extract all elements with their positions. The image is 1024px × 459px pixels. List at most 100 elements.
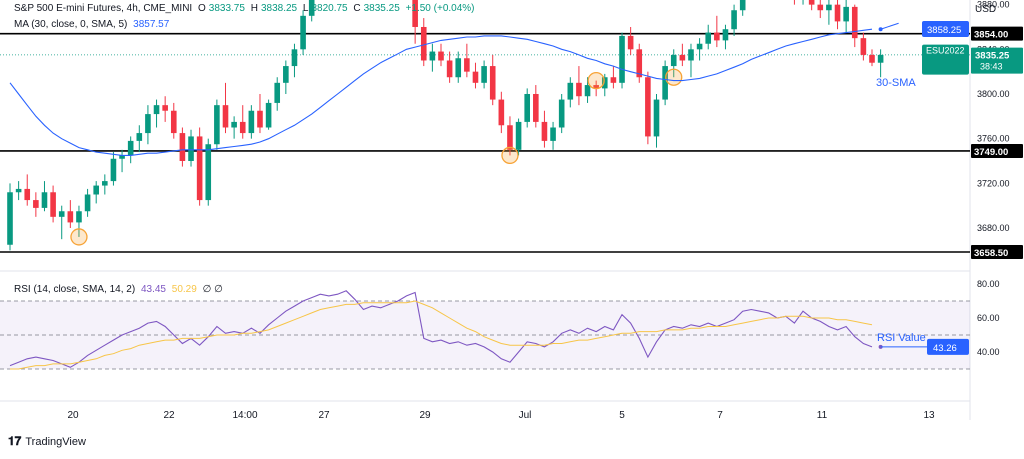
candle-body	[127, 140, 134, 156]
x-tick-label: 7	[717, 410, 723, 421]
rsi-extra: ∅ ∅	[202, 284, 223, 295]
candle-body	[481, 66, 487, 83]
candle-body	[162, 105, 168, 111]
candle-body	[696, 43, 703, 50]
ma-value: 3857.57	[133, 19, 170, 30]
level-badge	[971, 26, 1023, 41]
candle-body	[541, 121, 548, 141]
candle-body	[15, 188, 22, 193]
ma-header: MA (30, close, 0, SMA, 5) 3857.57	[14, 19, 172, 30]
candle-body	[550, 127, 556, 141]
open-value: 3833.75	[208, 3, 245, 14]
candle-body	[869, 54, 875, 63]
candle-body	[308, 0, 315, 16]
candle-body	[455, 58, 462, 78]
y-tick-label: 3680.00	[977, 223, 1010, 233]
candle-body	[283, 66, 289, 83]
candle-body	[110, 158, 117, 182]
level-badge-label: 3749.00	[974, 147, 1008, 158]
candle-body	[567, 82, 574, 100]
candle-body	[688, 49, 694, 61]
candle-body	[653, 99, 660, 137]
candle-body	[627, 35, 634, 50]
candle-body	[84, 194, 91, 212]
x-tick-label: 11	[817, 410, 828, 421]
candle-body	[153, 105, 160, 115]
x-tick-label: 22	[163, 410, 175, 421]
candle-body	[619, 35, 625, 83]
rsi-badge	[927, 338, 969, 355]
candle-body	[860, 38, 867, 55]
candle-body	[877, 54, 884, 63]
candle-body	[670, 54, 677, 67]
rsi-ma-value: 50.29	[171, 284, 197, 295]
candle-body	[558, 99, 565, 128]
candle-body	[170, 110, 177, 134]
level-badge	[971, 143, 1023, 158]
highlight-circle	[587, 71, 605, 90]
highlight-circle	[70, 228, 88, 246]
highlight-circle	[665, 68, 683, 86]
close-value: 3835.25	[363, 3, 400, 14]
candle-body	[645, 77, 651, 137]
ma-badge-label: 3858.25	[927, 25, 961, 36]
rsi-badge-label: 43.26	[933, 343, 957, 354]
candle-body	[274, 82, 281, 103]
change-value: +1.50 (+0.04%)	[405, 3, 475, 14]
ma-tag-label: 30-SMA	[876, 77, 916, 89]
candle-body	[714, 32, 720, 41]
candle-body	[507, 125, 513, 150]
candle-body	[179, 133, 186, 161]
price-badge-value: 3835.25	[975, 51, 1010, 62]
tradingview-logo: 𝟏𝟕 TradingView	[8, 434, 86, 449]
candle-body	[817, 4, 824, 11]
rsi-series-line	[10, 300, 873, 370]
candle-body	[188, 136, 194, 161]
candle-body	[119, 155, 125, 159]
candle-body	[515, 121, 522, 150]
rsi-label: RSI (14, close, SMA, 14, 2)	[14, 284, 136, 295]
ma-line	[9, 28, 873, 156]
candle-body	[291, 49, 298, 67]
candle-body	[429, 51, 436, 61]
level-badge-label: 3658.50	[974, 248, 1008, 259]
candle-body	[257, 110, 263, 128]
candle-body	[662, 66, 668, 100]
close-label: C	[353, 3, 361, 14]
candle-body	[248, 110, 255, 134]
y-tick-label: 3760.00	[977, 134, 1010, 144]
candle-body	[610, 77, 617, 83]
level-badge-label: 3854.00	[974, 30, 1008, 41]
candle-body	[851, 6, 858, 39]
ma-tag-pointer	[880, 22, 899, 30]
candle-body	[601, 77, 608, 89]
candle-body	[33, 200, 39, 208]
candle-body	[826, 4, 832, 11]
candle-body	[214, 105, 220, 145]
candle-body	[239, 121, 246, 134]
candle-body	[24, 188, 31, 201]
candle-body	[58, 211, 65, 217]
candle-body	[93, 185, 99, 195]
candle-body	[843, 6, 849, 22]
candle-body	[834, 4, 841, 22]
price-badge-symbol: ESU2022	[926, 46, 965, 56]
rsi-value: 43.45	[140, 284, 166, 295]
candle-body	[7, 192, 13, 245]
candle-body	[584, 85, 591, 97]
y-tick-label: 3800.00	[977, 89, 1010, 99]
candle-body	[136, 133, 143, 141]
candle-body	[524, 93, 530, 122]
candle-body	[576, 82, 582, 97]
x-tick-label: 20	[67, 410, 79, 421]
price-badge-time: 38:43	[980, 62, 1003, 72]
candle-body	[205, 144, 212, 201]
candle-body	[739, 0, 746, 11]
candle-body	[265, 102, 272, 128]
candle-body	[679, 54, 686, 61]
low-label: L	[302, 3, 309, 14]
ma-tag-dot	[878, 27, 883, 32]
currency-label: USD	[975, 4, 997, 15]
x-tick-label: Jul	[519, 410, 532, 421]
